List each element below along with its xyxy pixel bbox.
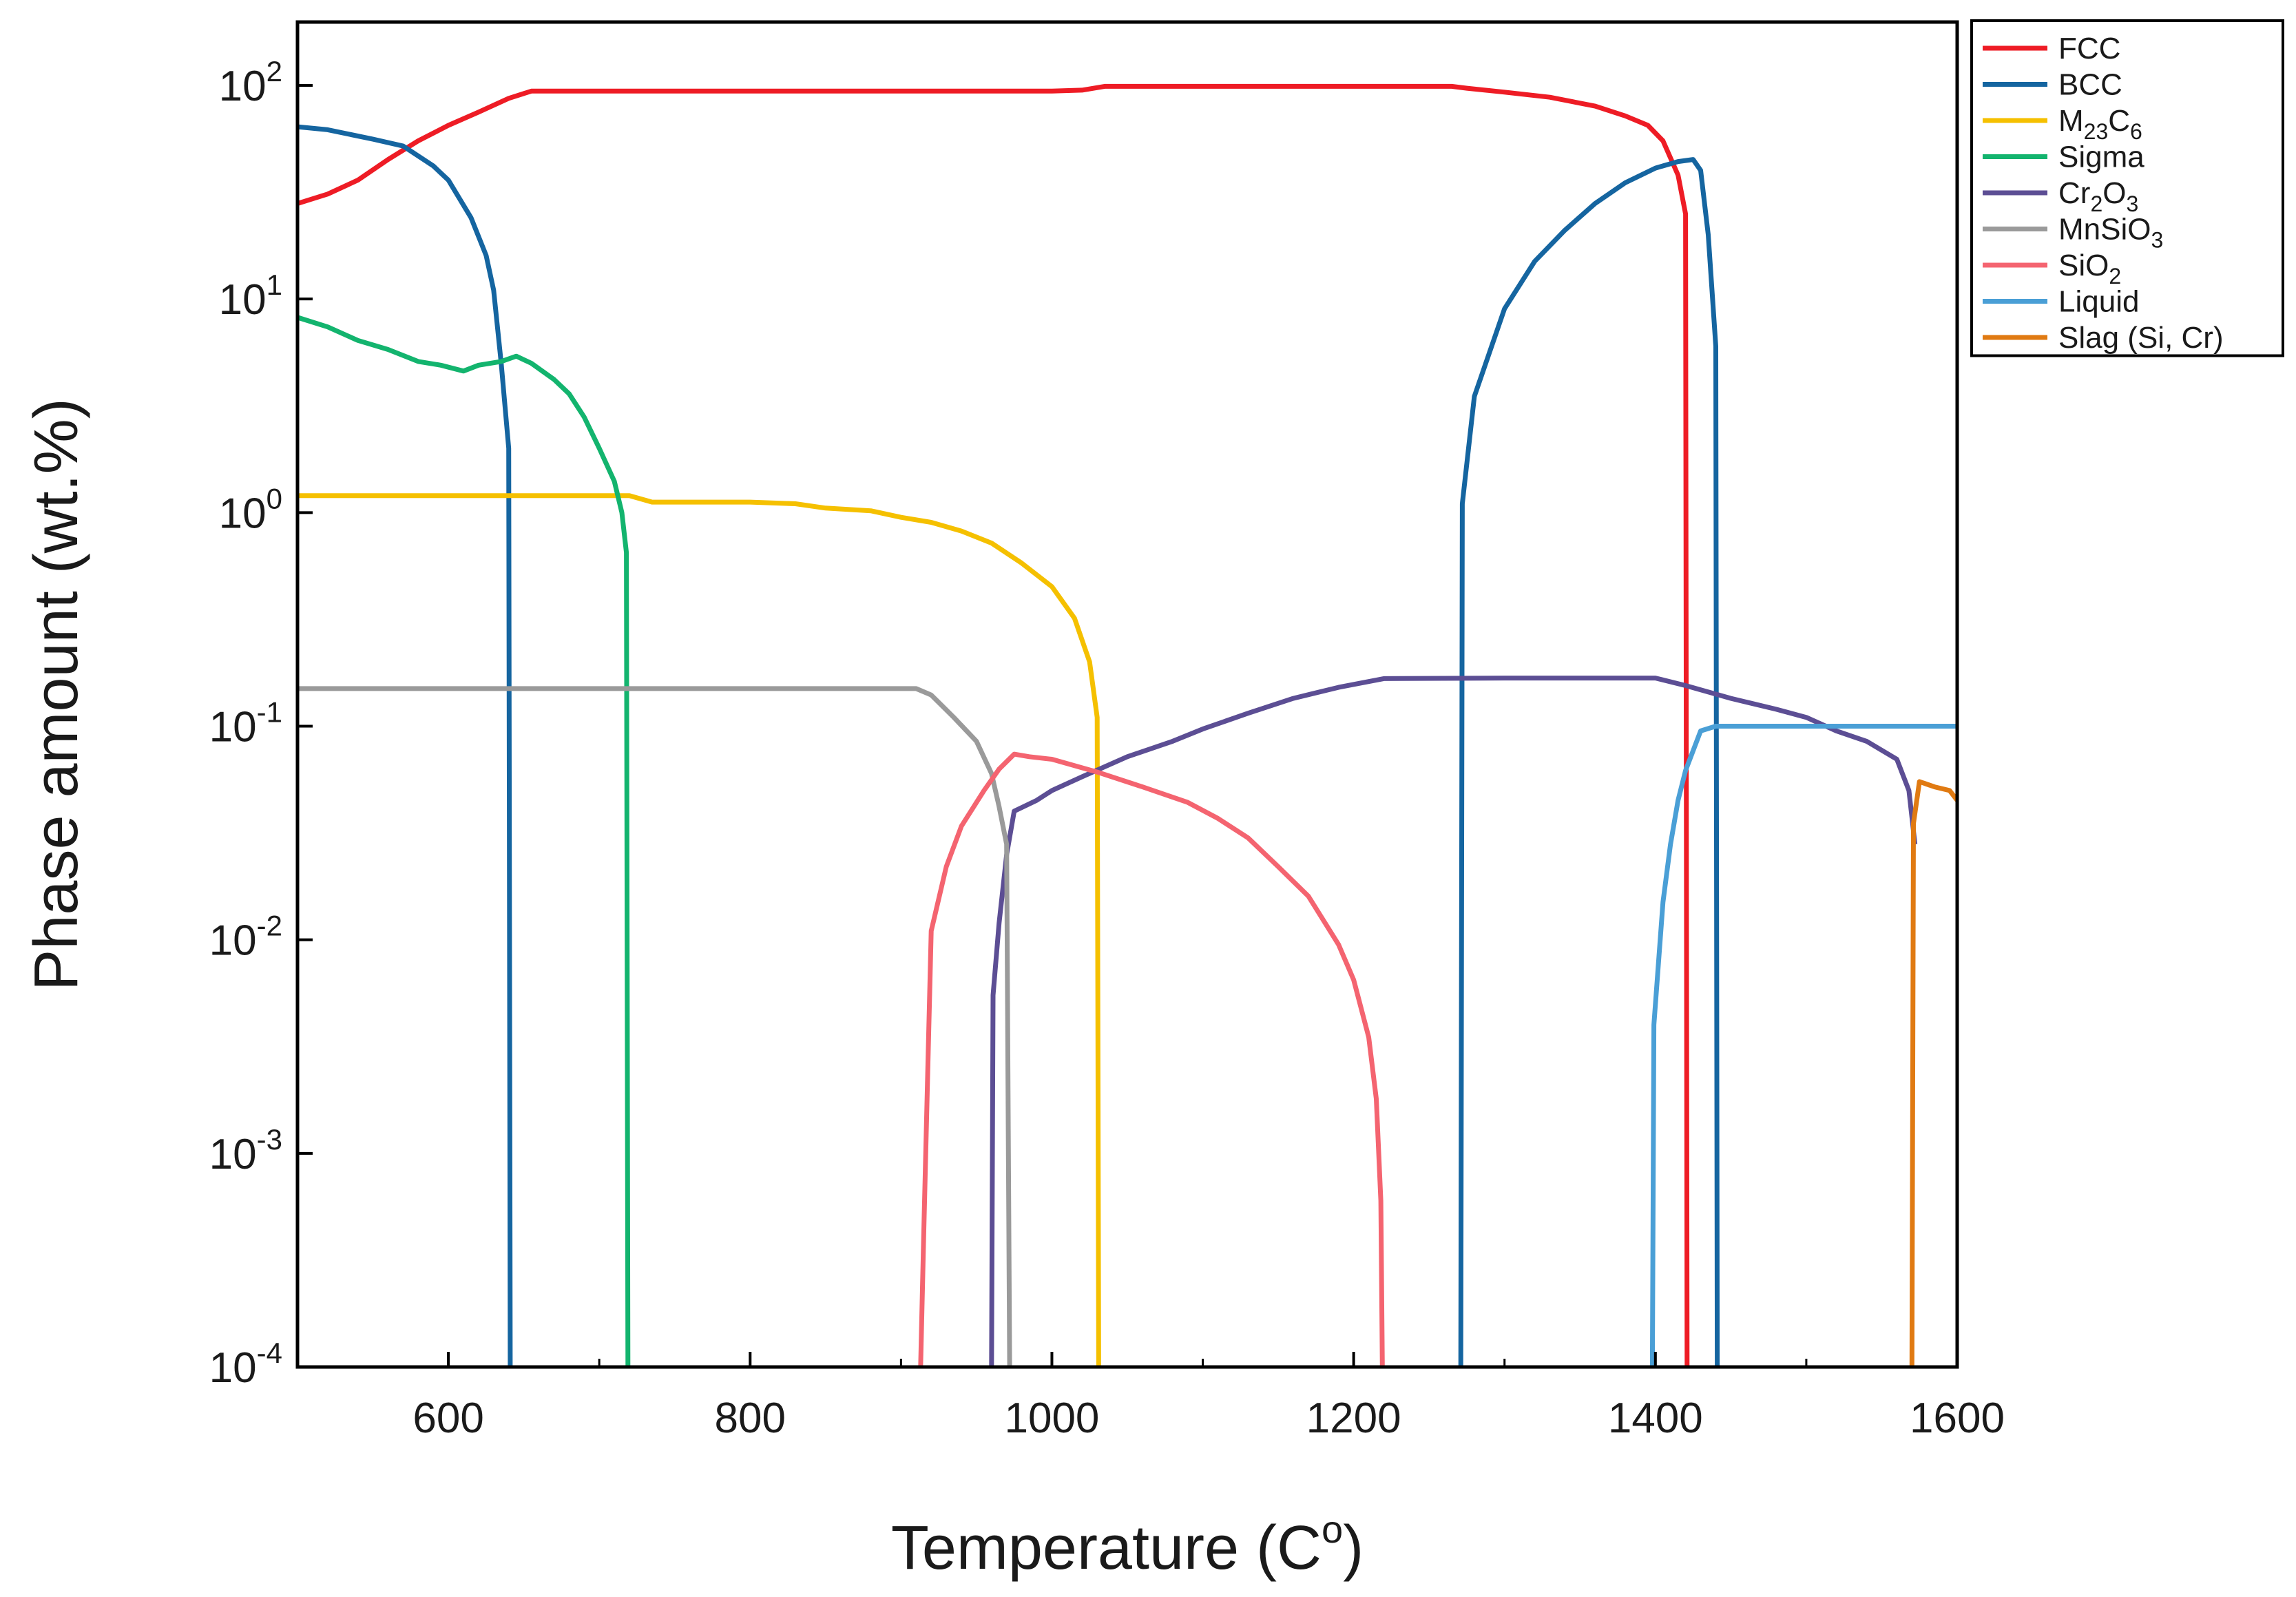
legend-label: SiO2 (2058, 249, 2121, 289)
y-axis-title: Phase amount (wt.%) (22, 398, 91, 990)
series-line-slag-si-cr (1909, 779, 1957, 1367)
series-line-cr2o3 (989, 676, 1918, 1367)
legend-label: FCC (2058, 32, 2120, 65)
x-tick-label: 1000 (1004, 1395, 1099, 1442)
x-axis-title-main: Temperature (C (891, 1514, 1322, 1583)
y-tick-label: 10-3 (209, 1123, 282, 1178)
x-tick-label: 1200 (1306, 1395, 1401, 1442)
x-tick-label: 800 (715, 1395, 786, 1442)
x-tick-label: 1400 (1608, 1395, 1703, 1442)
y-tick-label: 10-4 (209, 1337, 282, 1392)
y-tick-label: 101 (219, 269, 282, 324)
legend-label: Cr2O3 (2058, 176, 2138, 216)
legend-label: BCC (2058, 68, 2122, 102)
series-line-mnsio3 (298, 686, 1012, 1367)
ticks-layer: 600 800 1000 1200 1400 1600 10-4 10-3 10-2 10-1 10… (209, 55, 2005, 1442)
x-tick-label: 1600 (1910, 1395, 2005, 1442)
y-tick-label: 10-1 (209, 696, 282, 751)
series-layer (298, 83, 1957, 1367)
y-tick-label: 10-2 (209, 910, 282, 965)
series-line-m23c6 (298, 493, 1101, 1367)
y-tick-label: 102 (219, 55, 282, 110)
legend-label: M23C6 (2058, 104, 2142, 144)
series-line-bcc (298, 124, 513, 1367)
legend-label: Slag (Si, Cr) (2058, 321, 2224, 355)
y-tick-label: 100 (219, 482, 282, 537)
legend-label: MnSiO3 (2058, 213, 2163, 253)
series-line-fcc (298, 83, 1690, 1367)
series-line-liquid (1649, 724, 1957, 1367)
x-tick-label: 600 (413, 1395, 483, 1442)
plot-frame (295, 20, 1959, 1369)
legend-label: Liquid (2058, 285, 2139, 319)
x-axis-title: Temperature (Co) (891, 1507, 1364, 1583)
legend: FCCBCCM23C6SigmaCr2O3MnSiO3SiO2LiquidSla… (1970, 19, 2284, 357)
series-line-sio2 (918, 751, 1385, 1367)
legend-label: Sigma (2058, 140, 2144, 174)
series-line-bcc-2 (1458, 157, 1720, 1367)
x-axis-title-degree: o (1322, 1507, 1343, 1551)
x-axis-title-close: ) (1343, 1514, 1364, 1583)
series-line-sigma (298, 315, 631, 1367)
